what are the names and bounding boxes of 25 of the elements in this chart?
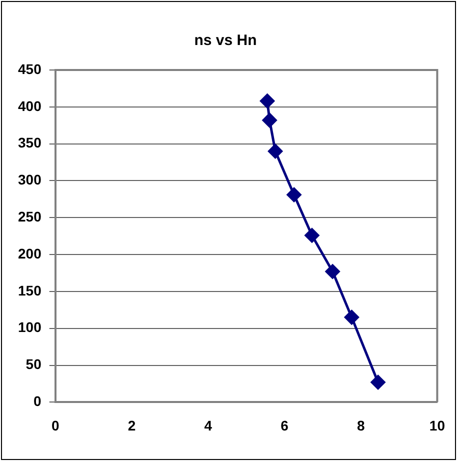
- point: [344, 310, 359, 325]
- x-tick-label: 0: [51, 417, 60, 434]
- y-tick-label: 400: [18, 98, 42, 114]
- chart-title: ns vs Hn: [194, 32, 257, 50]
- y-tick-label: 300: [18, 172, 42, 188]
- y-tick-label: 50: [26, 356, 42, 372]
- point: [260, 94, 275, 108]
- point: [304, 228, 320, 243]
- point: [370, 375, 386, 390]
- x-tick-label: 10: [429, 417, 446, 434]
- y-tick-label: 350: [18, 134, 42, 151]
- x-tick-label: 4: [204, 417, 212, 434]
- y-tick-label: 200: [18, 245, 42, 262]
- y-tick-label: 0: [34, 393, 42, 410]
- x-tick-label: 6: [280, 417, 289, 434]
- y-tick-label: 100: [18, 319, 42, 336]
- y-tick-label: 150: [18, 282, 42, 298]
- point: [268, 144, 283, 158]
- x-tick-label: 8: [356, 417, 365, 434]
- point: [325, 264, 340, 279]
- y-tick-label: 250: [18, 208, 42, 225]
- x-tick-label: 2: [128, 417, 136, 434]
- y-tick-label: 450: [18, 60, 42, 77]
- point: [286, 188, 302, 202]
- point: [262, 112, 277, 128]
